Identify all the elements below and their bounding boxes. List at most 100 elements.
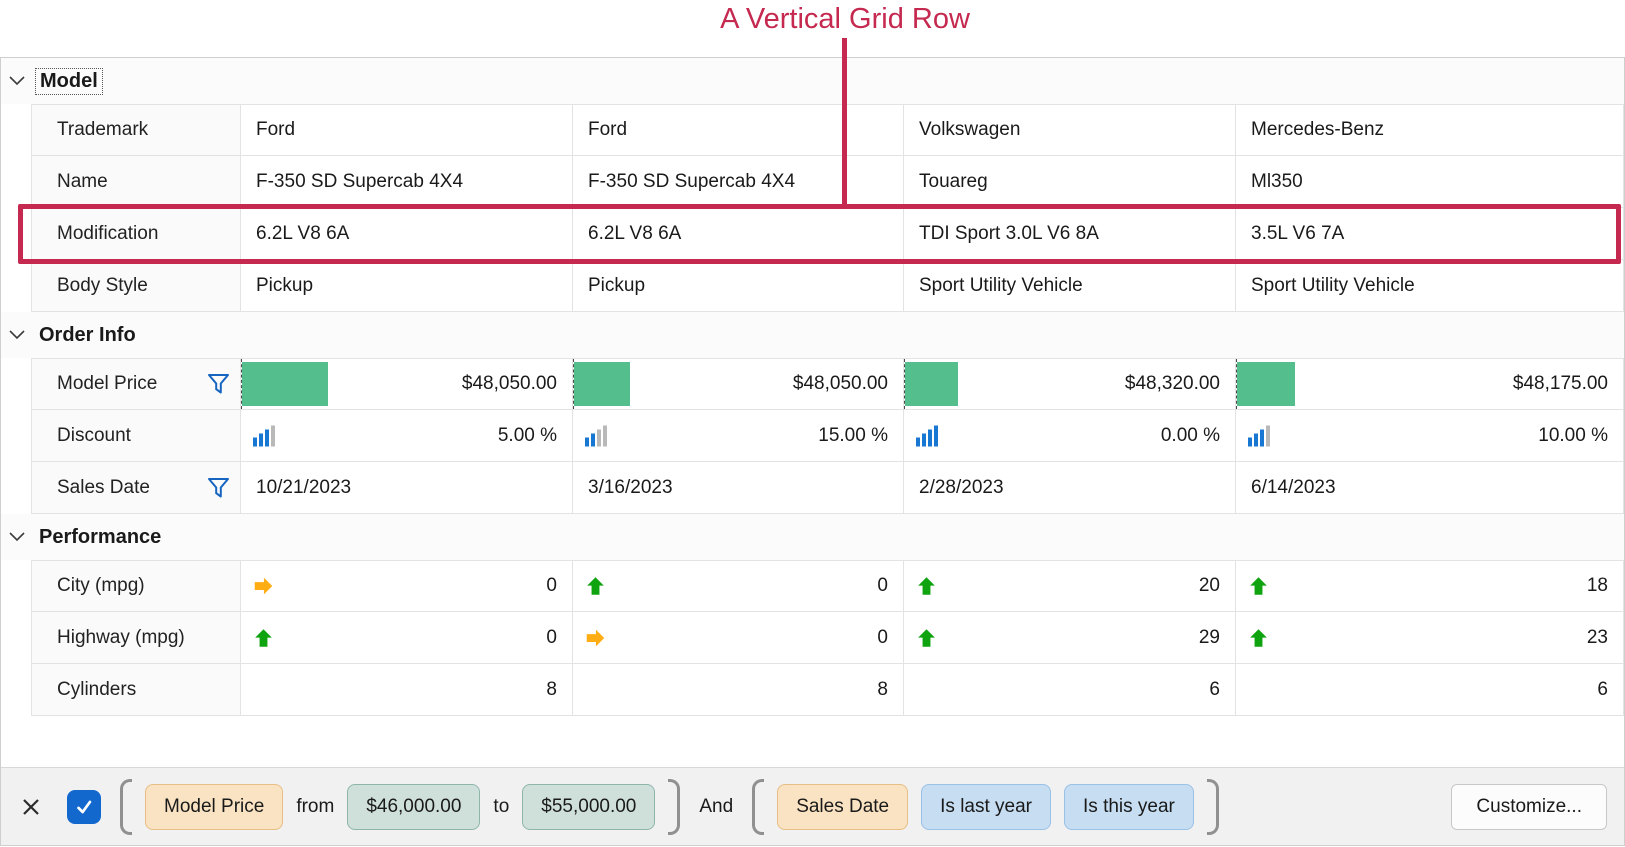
grid-cell-modification-4[interactable]: 3.5L V6 7A bbox=[1236, 208, 1624, 260]
grid-cell-cylinders-2[interactable]: 8 bbox=[573, 664, 904, 716]
cell-value: 18 bbox=[1586, 575, 1608, 596]
grid-cell-body-style-3[interactable]: Sport Utility Vehicle bbox=[904, 260, 1236, 312]
data-bar bbox=[574, 362, 631, 406]
row-gutter bbox=[1, 358, 31, 410]
cell-text: 6.2L V8 6A bbox=[256, 222, 350, 244]
grid-cell-cylinders-4[interactable]: 6 bbox=[1236, 664, 1624, 716]
grid-cell-sales-date-3[interactable]: 2/28/2023 bbox=[904, 462, 1236, 514]
grid-row-name: Name F-350 SD Supercab 4X4 F-350 SD Superc… bbox=[1, 156, 1624, 208]
grid-cell-modification-2[interactable]: 6.2L V8 6A bbox=[573, 208, 904, 260]
row-header-modification[interactable]: Modification bbox=[31, 208, 241, 260]
grid-cell-highway-mpg-3[interactable]: 29 bbox=[904, 612, 1236, 664]
category-row-performance[interactable]: Performance bbox=[1, 514, 1624, 560]
grid-empty-area bbox=[1, 716, 1624, 767]
filter-funnel-icon[interactable] bbox=[207, 477, 230, 499]
row-header-model-price[interactable]: Model Price bbox=[31, 358, 241, 410]
row-header-city-mpg[interactable]: City (mpg) bbox=[31, 560, 241, 612]
row-header-discount[interactable]: Discount bbox=[31, 410, 241, 462]
cell-value: 10.00 % bbox=[1538, 424, 1608, 446]
data-bar bbox=[1237, 362, 1296, 406]
row-header-cylinders[interactable]: Cylinders bbox=[31, 664, 241, 716]
close-filter-icon[interactable] bbox=[18, 794, 44, 820]
zero-line bbox=[904, 359, 905, 409]
grid-row-body-style: Body Style Pickup Pickup Sport Utility Vehi… bbox=[1, 260, 1624, 312]
grid-cell-city-mpg-3[interactable]: 20 bbox=[904, 560, 1236, 612]
grid-cell-discount-1[interactable]: 5.00 % bbox=[241, 410, 573, 462]
filter-criteria-chip-is-last-year[interactable]: Is last year bbox=[921, 783, 1052, 830]
grid-cell-city-mpg-1[interactable]: 0 bbox=[241, 560, 573, 612]
chevron-down-icon[interactable] bbox=[9, 76, 25, 86]
grid-cell-model-price-4[interactable]: $48,175.00 bbox=[1236, 358, 1624, 410]
category-row-order-info[interactable]: Order Info bbox=[1, 312, 1624, 358]
grid-cell-highway-mpg-2[interactable]: 0 bbox=[573, 612, 904, 664]
discount-bars-icon bbox=[585, 425, 610, 446]
filter-criteria-chip-is-this-year[interactable]: Is this year bbox=[1064, 783, 1194, 830]
row-gutter bbox=[1, 208, 31, 260]
grid-cell-discount-3[interactable]: 0.00 % bbox=[904, 410, 1236, 462]
grid-cell-name-2[interactable]: F-350 SD Supercab 4X4 bbox=[573, 156, 904, 208]
grid-cell-discount-2[interactable]: 15.00 % bbox=[573, 410, 904, 462]
grid-cell-sales-date-4[interactable]: 6/14/2023 bbox=[1236, 462, 1624, 514]
cell-value: 15.00 % bbox=[818, 424, 888, 446]
grid-cell-model-price-2[interactable]: $48,050.00 bbox=[573, 358, 904, 410]
arrow-right-icon bbox=[253, 576, 274, 597]
grid-cell-city-mpg-2[interactable]: 0 bbox=[573, 560, 904, 612]
grid-cell-cylinders-3[interactable]: 6 bbox=[904, 664, 1236, 716]
grid-cell-sales-date-2[interactable]: 3/16/2023 bbox=[573, 462, 904, 514]
row-header-label: Model Price bbox=[57, 373, 158, 394]
grid-cell-sales-date-1[interactable]: 10/21/2023 bbox=[241, 462, 573, 514]
grid-cell-trademark-3[interactable]: Volkswagen bbox=[904, 104, 1236, 156]
category-title-order-info[interactable]: Order Info bbox=[39, 323, 136, 346]
grid-body: Model Trademark Ford Ford Volkswagen Mercedes… bbox=[1, 58, 1624, 716]
cell-value: 8 bbox=[877, 678, 888, 700]
filter-enabled-checkbox[interactable] bbox=[67, 789, 101, 824]
grid-cell-highway-mpg-1[interactable]: 0 bbox=[241, 612, 573, 664]
cell-value: $48,050.00 bbox=[461, 373, 557, 394]
filter-from-value-chip[interactable]: $46,000.00 bbox=[347, 783, 481, 830]
grid-cell-body-style-2[interactable]: Pickup bbox=[573, 260, 904, 312]
row-header-trademark[interactable]: Trademark bbox=[31, 104, 241, 156]
filter-to-value-chip[interactable]: $55,000.00 bbox=[522, 783, 656, 830]
grid-cell-model-price-1[interactable]: $48,050.00 bbox=[241, 358, 573, 410]
row-header-sales-date[interactable]: Sales Date bbox=[31, 462, 241, 514]
cell-text: 10/21/2023 bbox=[256, 476, 352, 498]
filter-field-chip[interactable]: Model Price bbox=[145, 783, 284, 830]
category-row-model[interactable]: Model bbox=[1, 58, 1624, 104]
chevron-down-icon[interactable] bbox=[9, 330, 25, 340]
grid-cell-trademark-4[interactable]: Mercedes-Benz bbox=[1236, 104, 1624, 156]
grid-cell-modification-1[interactable]: 6.2L V8 6A bbox=[241, 208, 573, 260]
filter-criteria-chips: Is last year Is this year bbox=[921, 783, 1194, 830]
grid-cell-body-style-1[interactable]: Pickup bbox=[241, 260, 573, 312]
row-header-highway-mpg[interactable]: Highway (mpg) bbox=[31, 612, 241, 664]
row-header-body-style[interactable]: Body Style bbox=[31, 260, 241, 312]
category-title-performance[interactable]: Performance bbox=[39, 525, 162, 548]
grid-cell-discount-4[interactable]: 10.00 % bbox=[1236, 410, 1624, 462]
grid-cell-cylinders-1[interactable]: 8 bbox=[241, 664, 573, 716]
cell-text: Touareg bbox=[919, 170, 988, 192]
category-title-model[interactable]: Model bbox=[35, 67, 103, 95]
chevron-down-icon[interactable] bbox=[9, 532, 25, 542]
cell-text: Volkswagen bbox=[919, 119, 1021, 140]
grid-cell-highway-mpg-4[interactable]: 23 bbox=[1236, 612, 1624, 664]
grid-cell-trademark-2[interactable]: Ford bbox=[573, 104, 904, 156]
cell-value: 5.00 % bbox=[497, 424, 557, 446]
grid-cell-modification-3[interactable]: TDI Sport 3.0L V6 8A bbox=[904, 208, 1236, 260]
grid-cell-name-1[interactable]: F-350 SD Supercab 4X4 bbox=[241, 156, 573, 208]
row-header-label: Modification bbox=[57, 222, 159, 244]
grid-cell-model-price-3[interactable]: $48,320.00 bbox=[904, 358, 1236, 410]
filter-field-chip[interactable]: Sales Date bbox=[777, 783, 909, 830]
grid-cell-trademark-1[interactable]: Ford bbox=[241, 104, 573, 156]
grid-cell-body-style-4[interactable]: Sport Utility Vehicle bbox=[1236, 260, 1624, 312]
cell-text: Pickup bbox=[588, 274, 646, 296]
grid-cell-name-3[interactable]: Touareg bbox=[904, 156, 1236, 208]
cell-value: 8 bbox=[546, 678, 557, 700]
row-header-name[interactable]: Name bbox=[31, 156, 241, 208]
filter-operator-label: And bbox=[699, 795, 734, 817]
row-gutter bbox=[1, 410, 31, 462]
filter-funnel-icon[interactable] bbox=[207, 373, 230, 395]
grid-cell-name-4[interactable]: Ml350 bbox=[1236, 156, 1624, 208]
zero-line bbox=[573, 359, 574, 409]
customize-button[interactable]: Customize... bbox=[1451, 783, 1607, 830]
grid-cell-city-mpg-4[interactable]: 18 bbox=[1236, 560, 1624, 612]
